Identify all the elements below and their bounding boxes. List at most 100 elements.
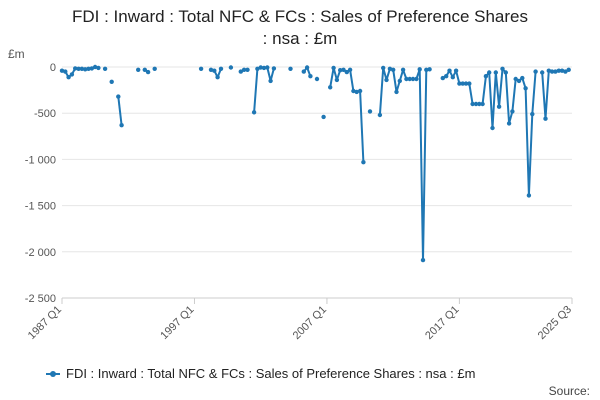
data-point[interactable] xyxy=(66,75,71,80)
data-point[interactable] xyxy=(556,68,561,73)
data-point[interactable] xyxy=(351,88,356,94)
data-point[interactable] xyxy=(245,67,250,73)
data-point[interactable] xyxy=(450,75,455,80)
data-point[interactable] xyxy=(543,116,548,121)
data-point[interactable] xyxy=(427,67,432,72)
data-point[interactable] xyxy=(526,193,532,198)
data-point[interactable] xyxy=(208,67,214,73)
data-point[interactable] xyxy=(414,76,419,82)
data-point[interactable] xyxy=(354,89,359,95)
data-point[interactable] xyxy=(377,112,383,118)
data-point[interactable] xyxy=(86,66,91,72)
data-point[interactable] xyxy=(407,76,412,82)
data-point[interactable] xyxy=(198,66,204,72)
data-point[interactable] xyxy=(496,104,502,109)
data-point[interactable] xyxy=(119,123,124,128)
data-point[interactable] xyxy=(79,66,85,72)
data-point[interactable] xyxy=(473,101,479,107)
data-point[interactable] xyxy=(334,77,340,83)
data-point[interactable] xyxy=(63,69,68,74)
data-point[interactable] xyxy=(420,257,426,263)
data-point[interactable] xyxy=(218,66,224,72)
data-point[interactable] xyxy=(341,67,346,73)
data-point[interactable] xyxy=(381,65,386,71)
data-point[interactable] xyxy=(549,69,555,74)
data-point[interactable] xyxy=(540,70,545,75)
data-point[interactable] xyxy=(328,85,333,90)
data-point[interactable] xyxy=(258,65,263,70)
data-point[interactable] xyxy=(563,69,568,74)
data-point[interactable] xyxy=(304,65,310,70)
data-point[interactable] xyxy=(357,88,363,94)
data-point[interactable] xyxy=(490,125,495,131)
data-point[interactable] xyxy=(347,67,353,73)
data-point[interactable] xyxy=(400,67,406,73)
data-point[interactable] xyxy=(96,65,101,71)
data-point[interactable] xyxy=(331,65,336,71)
data-point[interactable] xyxy=(503,70,508,75)
data-point[interactable] xyxy=(397,78,402,84)
data-point[interactable] xyxy=(142,67,147,73)
data-point[interactable] xyxy=(344,69,349,75)
data-point[interactable] xyxy=(500,66,505,72)
data-point[interactable] xyxy=(338,68,343,73)
data-point[interactable] xyxy=(308,74,313,79)
data-point[interactable] xyxy=(513,76,518,82)
data-point[interactable] xyxy=(136,67,141,73)
data-point[interactable] xyxy=(69,72,75,77)
data-point[interactable] xyxy=(271,66,277,71)
data-point[interactable] xyxy=(457,81,462,86)
data-point[interactable] xyxy=(460,81,465,86)
data-point[interactable] xyxy=(559,68,565,73)
data-point[interactable] xyxy=(470,101,475,107)
data-point[interactable] xyxy=(116,94,121,99)
data-point[interactable] xyxy=(73,66,78,71)
data-point[interactable] xyxy=(440,75,445,81)
data-point[interactable] xyxy=(387,66,393,72)
data-point[interactable] xyxy=(506,121,512,126)
data-point[interactable] xyxy=(530,111,535,117)
data-point[interactable] xyxy=(314,76,320,82)
data-point[interactable] xyxy=(321,114,326,120)
data-point[interactable] xyxy=(453,68,459,73)
data-point[interactable] xyxy=(251,110,257,115)
data-point[interactable] xyxy=(384,77,389,83)
data-point[interactable] xyxy=(516,78,522,84)
data-point[interactable] xyxy=(463,81,469,86)
data-point[interactable] xyxy=(268,78,273,84)
data-point[interactable] xyxy=(92,64,98,70)
data-point[interactable] xyxy=(212,68,217,73)
data-point[interactable] xyxy=(444,74,449,79)
data-point[interactable] xyxy=(483,74,489,79)
data-point[interactable] xyxy=(83,67,88,72)
data-point[interactable] xyxy=(215,75,220,80)
data-point[interactable] xyxy=(520,75,525,81)
data-point[interactable] xyxy=(59,68,65,73)
data-point[interactable] xyxy=(404,76,409,82)
data-point[interactable] xyxy=(394,89,399,95)
data-point[interactable] xyxy=(480,101,485,107)
data-point[interactable] xyxy=(367,109,373,114)
data-point[interactable] xyxy=(361,160,366,165)
data-point[interactable] xyxy=(152,66,157,72)
data-point[interactable] xyxy=(424,67,429,73)
data-point[interactable] xyxy=(493,70,498,75)
data-point[interactable] xyxy=(288,66,293,72)
data-point[interactable] xyxy=(553,69,558,74)
data-point[interactable] xyxy=(391,67,396,73)
data-point[interactable] xyxy=(145,69,151,75)
data-point[interactable] xyxy=(417,67,422,72)
data-point[interactable] xyxy=(523,86,528,91)
data-point[interactable] xyxy=(76,66,81,72)
data-point[interactable] xyxy=(410,76,416,82)
data-point[interactable] xyxy=(228,65,234,70)
legend[interactable]: FDI : Inward : Total NFC & FCs : Sales o… xyxy=(46,366,475,381)
data-point[interactable] xyxy=(467,81,472,86)
data-point[interactable] xyxy=(109,79,114,85)
data-point[interactable] xyxy=(301,69,306,74)
data-point[interactable] xyxy=(546,68,551,73)
data-point[interactable] xyxy=(255,66,260,72)
data-point[interactable] xyxy=(241,67,247,73)
data-point[interactable] xyxy=(447,68,452,73)
data-point[interactable] xyxy=(102,66,108,72)
